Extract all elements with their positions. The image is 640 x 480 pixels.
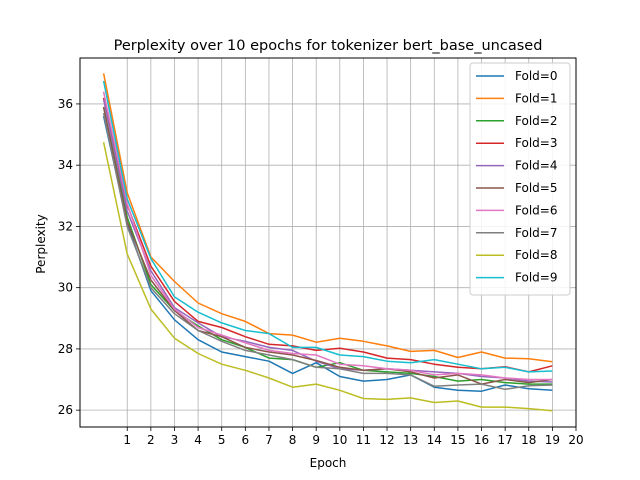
chart-title: Perplexity over 10 epochs for tokenizer … — [114, 38, 543, 54]
y-tick-label: 26 — [58, 403, 73, 417]
x-tick-label: 16 — [474, 433, 489, 447]
x-tick-label: 18 — [521, 433, 536, 447]
x-tick-label: 11 — [356, 433, 371, 447]
series-line-fold-1 — [102, 73, 553, 363]
legend-entry: Fold=5 — [515, 181, 557, 195]
y-tick-label: 36 — [58, 97, 73, 111]
legend-entry: Fold=6 — [515, 203, 557, 217]
y-tick-label: 34 — [58, 158, 73, 172]
x-tick-label: 2 — [147, 433, 155, 447]
x-tick-label: 5 — [218, 433, 226, 447]
x-tick-label: 19 — [545, 433, 560, 447]
series-line-fold-5 — [102, 106, 553, 385]
y-axis-label: Perplexity — [34, 214, 48, 274]
x-tick-label: 3 — [171, 433, 179, 447]
x-tick-label: 15 — [450, 433, 465, 447]
x-axis-label: Epoch — [310, 456, 347, 470]
x-tick-label: 20 — [568, 433, 583, 447]
x-tick-label: 12 — [379, 433, 394, 447]
y-tick-label: 32 — [58, 219, 73, 233]
x-tick-label: 9 — [312, 433, 320, 447]
series-line-fold-6 — [102, 91, 553, 381]
legend-entry: Fold=3 — [515, 136, 557, 150]
series-line-fold-9 — [102, 80, 553, 373]
x-tick-label: 8 — [289, 433, 297, 447]
series-line-fold-7 — [102, 112, 553, 391]
y-axis: 26 28 30 32 34 36 — [58, 97, 80, 417]
legend-entry: Fold=8 — [515, 248, 557, 262]
legend-entry: Fold=7 — [515, 226, 557, 240]
y-tick-label: 30 — [58, 281, 73, 295]
series-line-fold-4 — [102, 99, 553, 383]
x-tick-label: 13 — [403, 433, 418, 447]
legend-entry: Fold=4 — [515, 159, 557, 173]
legend-entry: Fold=9 — [515, 271, 557, 285]
x-tick-label: 14 — [427, 433, 442, 447]
legend-entry: Fold=2 — [515, 114, 557, 128]
series-line-fold-8 — [102, 142, 553, 412]
x-tick-label: 4 — [194, 433, 202, 447]
x-tick-label: 17 — [498, 433, 513, 447]
x-tick-label: 6 — [242, 433, 250, 447]
legend-entry: Fold=1 — [515, 91, 557, 105]
legend: Fold=0 Fold=1 Fold=2 Fold=3 Fold=4 Fold=5 Fold… — [469, 62, 571, 296]
series-line-fold-0 — [102, 116, 553, 392]
x-tick-label: 10 — [332, 433, 347, 447]
series-lines — [102, 73, 553, 412]
y-tick-label: 28 — [58, 342, 73, 356]
legend-entry: Fold=0 — [515, 69, 557, 83]
plot-frame — [79, 57, 577, 428]
x-axis: 1 2 3 4 5 6 7 8 9 10 11 12 13 14 15 16 17 18 19 20 — [123, 427, 584, 447]
x-tick-label: 7 — [265, 433, 273, 447]
x-tick-label: 1 — [123, 433, 131, 447]
